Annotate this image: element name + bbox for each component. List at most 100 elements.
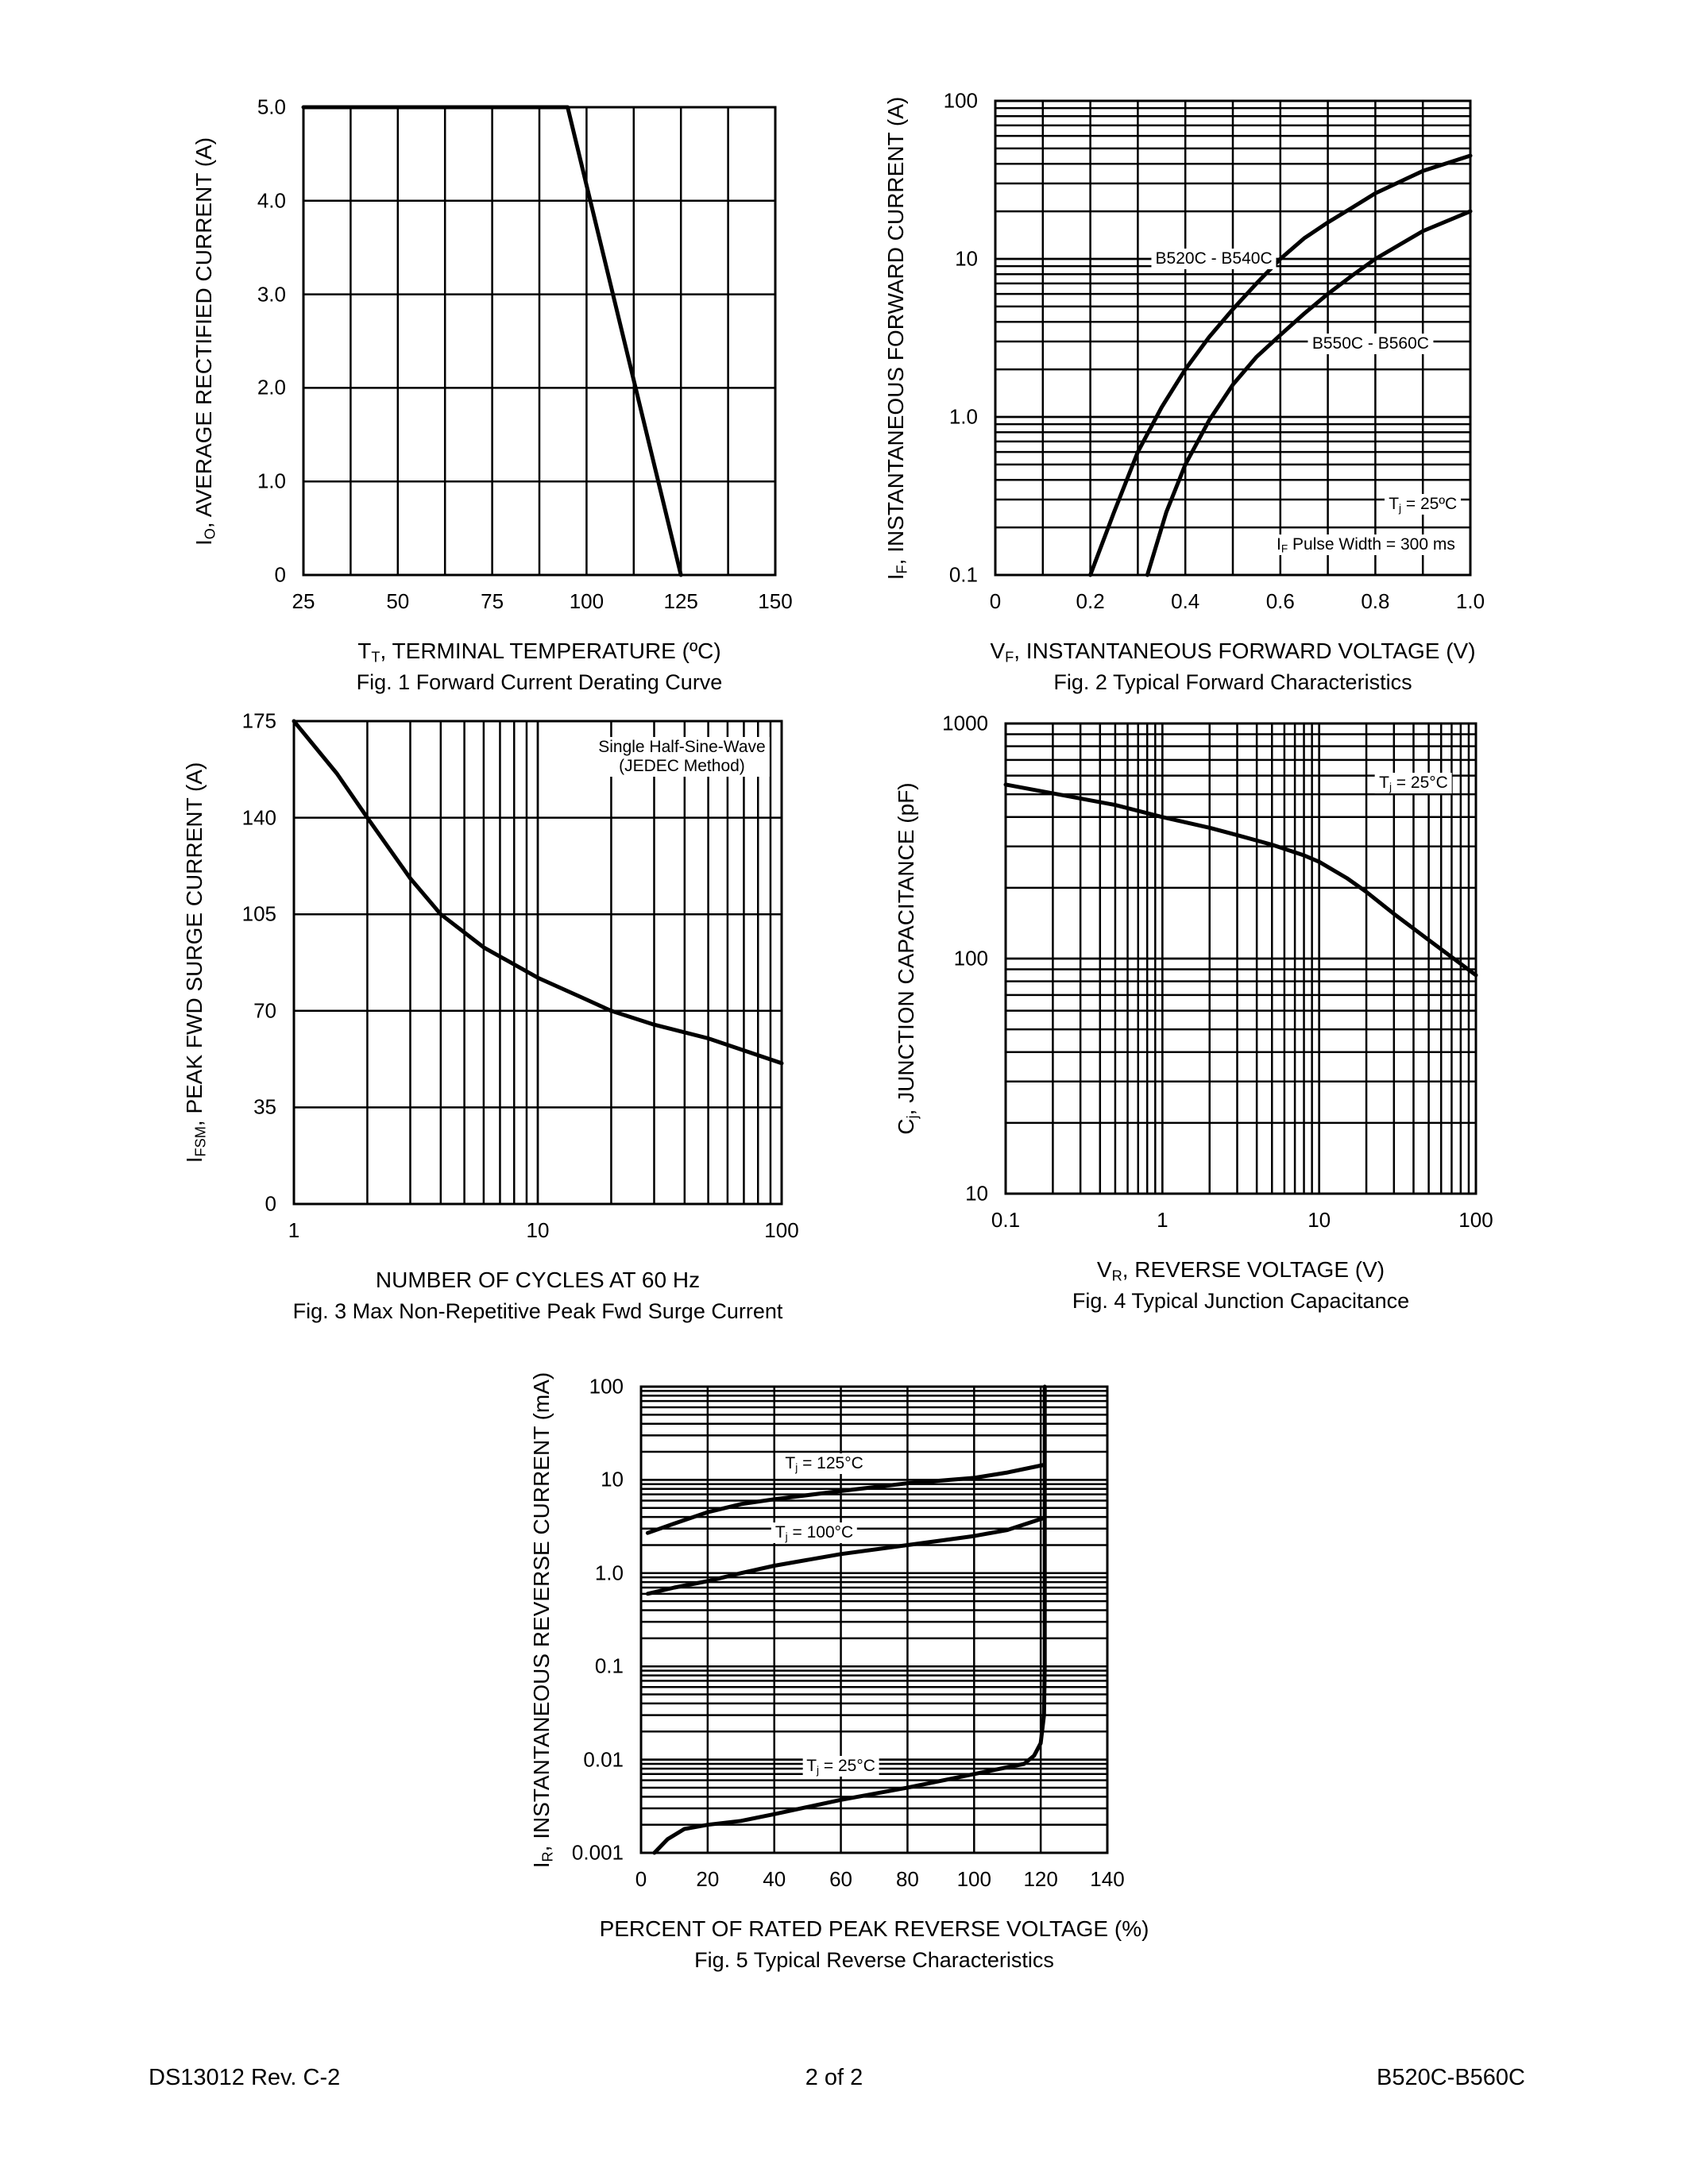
y-tick-label: 0 — [265, 1191, 276, 1216]
chart-fig1: 25 50 75 100 125 150 0 1.0 2.0 3.0 4.0 5.0 IO, AVERA… — [191, 95, 793, 695]
x-tick-label: 100 — [1458, 1208, 1493, 1232]
chart-annotation: Tj = 25ºC — [1385, 494, 1462, 515]
plot-border — [1004, 722, 1477, 1195]
x-tick-label: 60 — [829, 1867, 853, 1891]
y-axis-label: IO, AVERAGE RECTIFIED CURRENT (A) — [191, 137, 218, 546]
figure-caption: Fig. 1 Forward Current Derating Curve — [356, 670, 723, 694]
x-tick-label: 140 — [1090, 1867, 1125, 1891]
y-tick-label: 3.0 — [257, 282, 286, 307]
y-tick-label: 70 — [253, 998, 276, 1023]
series-line-2 — [1145, 209, 1473, 577]
y-tick-label: 140 — [241, 805, 276, 830]
y-tick-label: 0.1 — [948, 562, 978, 587]
chart-fig5: 0 20 40 60 80 100 120 140 0.001 0.01 0.1 1.0 10 100 IR… — [529, 1372, 1149, 1972]
y-tick-label: 1.0 — [594, 1561, 624, 1585]
y-axis-label: IR, INSTANTANEOUS REVERSE CURRENT (mA) — [529, 1372, 556, 1868]
y-tick-label: 100 — [589, 1374, 624, 1399]
y-tick-label: 1.0 — [948, 404, 978, 429]
chart-annotation: Tj = 125°C — [781, 1453, 867, 1475]
y-tick-label: 100 — [953, 946, 988, 970]
x-axis-label: NUMBER OF CYCLES AT 60 Hz — [375, 1268, 701, 1292]
x-tick-label: 1 — [1157, 1208, 1168, 1232]
series-line-2 — [645, 1515, 1046, 1596]
footer-doc-number: DS13012 Rev. C-2 — [149, 2065, 341, 2090]
y-tick-label: 2.0 — [257, 375, 286, 399]
series-line-1 — [292, 719, 784, 1066]
y-tick-label: 4.0 — [257, 188, 286, 213]
plot-border — [994, 99, 1472, 577]
x-tick-label: 120 — [1023, 1867, 1058, 1891]
plot-border — [639, 1385, 1109, 1854]
y-tick-label: 10 — [965, 1181, 988, 1206]
y-axis-label: Cj, JUNCTION CAPACITANCE (pF) — [894, 782, 921, 1135]
x-axis-label: VF, INSTANTANEOUS FORWARD VOLTAGE (V) — [990, 639, 1476, 666]
figure-caption: Fig. 5 Typical Reverse Characteristics — [694, 1948, 1054, 1972]
x-tick-label: 50 — [386, 589, 410, 613]
y-tick-label: 100 — [943, 88, 978, 113]
series-line-1 — [1003, 782, 1478, 978]
plot-area — [994, 99, 1473, 577]
x-tick-label: 0.6 — [1265, 589, 1295, 613]
footer-part-number: B520C-B560C — [1377, 2065, 1525, 2090]
x-tick-label: 20 — [696, 1867, 720, 1891]
x-tick-label: 100 — [569, 589, 605, 613]
y-tick-label: 0.01 — [583, 1747, 624, 1772]
x-axis-label: PERCENT OF RATED PEAK REVERSE VOLTAGE (%… — [599, 1916, 1149, 1941]
y-tick-label: 35 — [253, 1094, 276, 1119]
y-tick-label: 175 — [241, 708, 276, 733]
x-tick-label: 0.4 — [1171, 589, 1200, 613]
x-tick-label: 0.1 — [991, 1208, 1021, 1232]
chart-annotation: Single Half-Sine-Wave (JEDEC Method) — [594, 737, 770, 778]
y-tick-label: 1.0 — [257, 469, 286, 493]
x-tick-label: 40 — [763, 1867, 786, 1891]
series-line-3 — [652, 1384, 1047, 1855]
x-tick-label: 1 — [288, 1218, 300, 1242]
x-tick-label: 25 — [292, 589, 315, 613]
y-tick-label: 10 — [955, 246, 978, 271]
chart-annotation: Tj = 25°C — [802, 1755, 879, 1777]
chart-annotation: B520C - B540C — [1151, 249, 1277, 269]
plot-area — [292, 719, 784, 1206]
series-line-1 — [1088, 153, 1473, 577]
plot-area — [639, 1384, 1109, 1855]
y-tick-label: 105 — [241, 901, 276, 926]
x-tick-label: 75 — [481, 589, 504, 613]
x-tick-label: 1.0 — [1455, 589, 1485, 613]
footer-page-number: 2 of 2 — [805, 2065, 863, 2090]
x-tick-label: 125 — [663, 589, 698, 613]
chart-annotation: Tj = 100°C — [771, 1522, 858, 1544]
x-tick-label: 10 — [526, 1218, 550, 1242]
y-tick-label: 10 — [601, 1467, 624, 1491]
chart-fig3: 1 10 100 0 35 70 105 140 175 IFSM, PEAK FWD SURGE… — [182, 709, 799, 1324]
x-axis-label: VR, REVERSE VOLTAGE (V) — [1096, 1257, 1385, 1284]
chart-fig4: 0.1 1 10 100 10 100 1000 Cj, JUNCTION CAPACITAN… — [894, 712, 1493, 1314]
plot-border — [292, 720, 783, 1206]
x-tick-label: 0 — [635, 1867, 647, 1891]
y-axis-label: IFSM, PEAK FWD SURGE CURRENT (A) — [182, 762, 209, 1163]
x-tick-label: 100 — [956, 1867, 991, 1891]
y-tick-label: 0.001 — [571, 1840, 624, 1865]
plot-area — [1003, 722, 1478, 1195]
y-tick-label: 0.1 — [594, 1653, 624, 1678]
chart-fig2: 0 0.2 0.4 0.6 0.8 1.0 0.1 1.0 10 100 IF, INSTANTAN… — [883, 89, 1485, 695]
y-tick-label: 0 — [274, 562, 286, 587]
series-line-1 — [645, 1463, 1046, 1535]
y-tick-label: 1000 — [942, 711, 988, 735]
x-tick-label: 10 — [1308, 1208, 1331, 1232]
x-tick-label: 0 — [989, 589, 1002, 613]
plot-area — [301, 105, 777, 577]
x-tick-label: 80 — [895, 1867, 919, 1891]
chart-annotation: Tj = 25°C — [1375, 772, 1452, 793]
chart-annotation: B550C - B560C — [1308, 333, 1433, 354]
x-axis-label: TT, TERMINAL TEMPERATURE (ºC) — [357, 639, 721, 666]
chart-annotation: IF Pulse Width = 300 ms — [1273, 534, 1459, 556]
x-tick-label: 0.8 — [1361, 589, 1390, 613]
figure-caption: Fig. 4 Typical Junction Capacitance — [1072, 1289, 1410, 1313]
figure-caption: Fig. 2 Typical Forward Characteristics — [1053, 670, 1412, 694]
x-tick-label: 0.2 — [1076, 589, 1105, 613]
series-line-1 — [301, 105, 683, 577]
x-tick-label: 150 — [758, 589, 793, 613]
figure-caption: Fig. 3 Max Non-Repetitive Peak Fwd Surge… — [292, 1299, 783, 1323]
x-tick-label: 100 — [764, 1218, 799, 1242]
y-tick-label: 5.0 — [257, 95, 286, 119]
